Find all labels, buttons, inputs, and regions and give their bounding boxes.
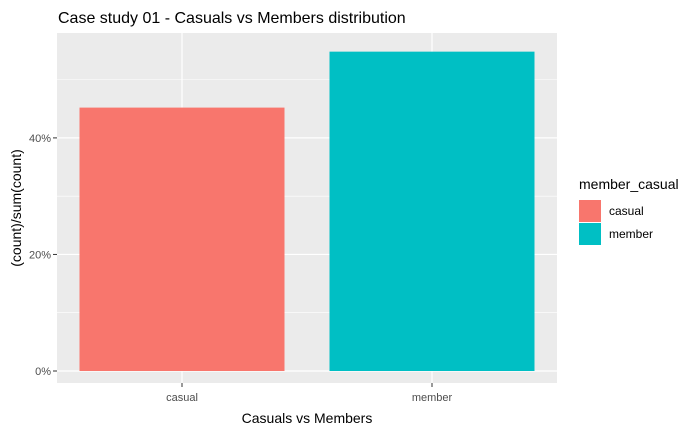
chart-title: Case study 01 - Casuals vs Members distr… [58,10,406,27]
y-axis: 0% 20% 40% [29,133,57,378]
legend: member_casual casual member [579,176,679,245]
legend-label-casual: casual [609,204,644,218]
y-tick-label: 20% [29,249,51,261]
legend-key-casual [579,200,601,222]
legend-label-member: member [609,227,653,241]
y-tick-label: 0% [35,366,51,378]
legend-title: member_casual [579,176,679,192]
x-tick-label: casual [166,392,198,404]
x-axis: casual member [166,383,453,404]
bars [79,51,535,371]
y-axis-title: (count)/sum(count) [8,149,24,266]
y-tick-label: 40% [29,133,51,145]
legend-key-member [579,223,601,245]
bar-member [329,51,535,371]
x-tick-label: member [412,392,453,404]
x-axis-title: Casuals vs Members [242,410,373,426]
bar-casual [79,107,285,371]
